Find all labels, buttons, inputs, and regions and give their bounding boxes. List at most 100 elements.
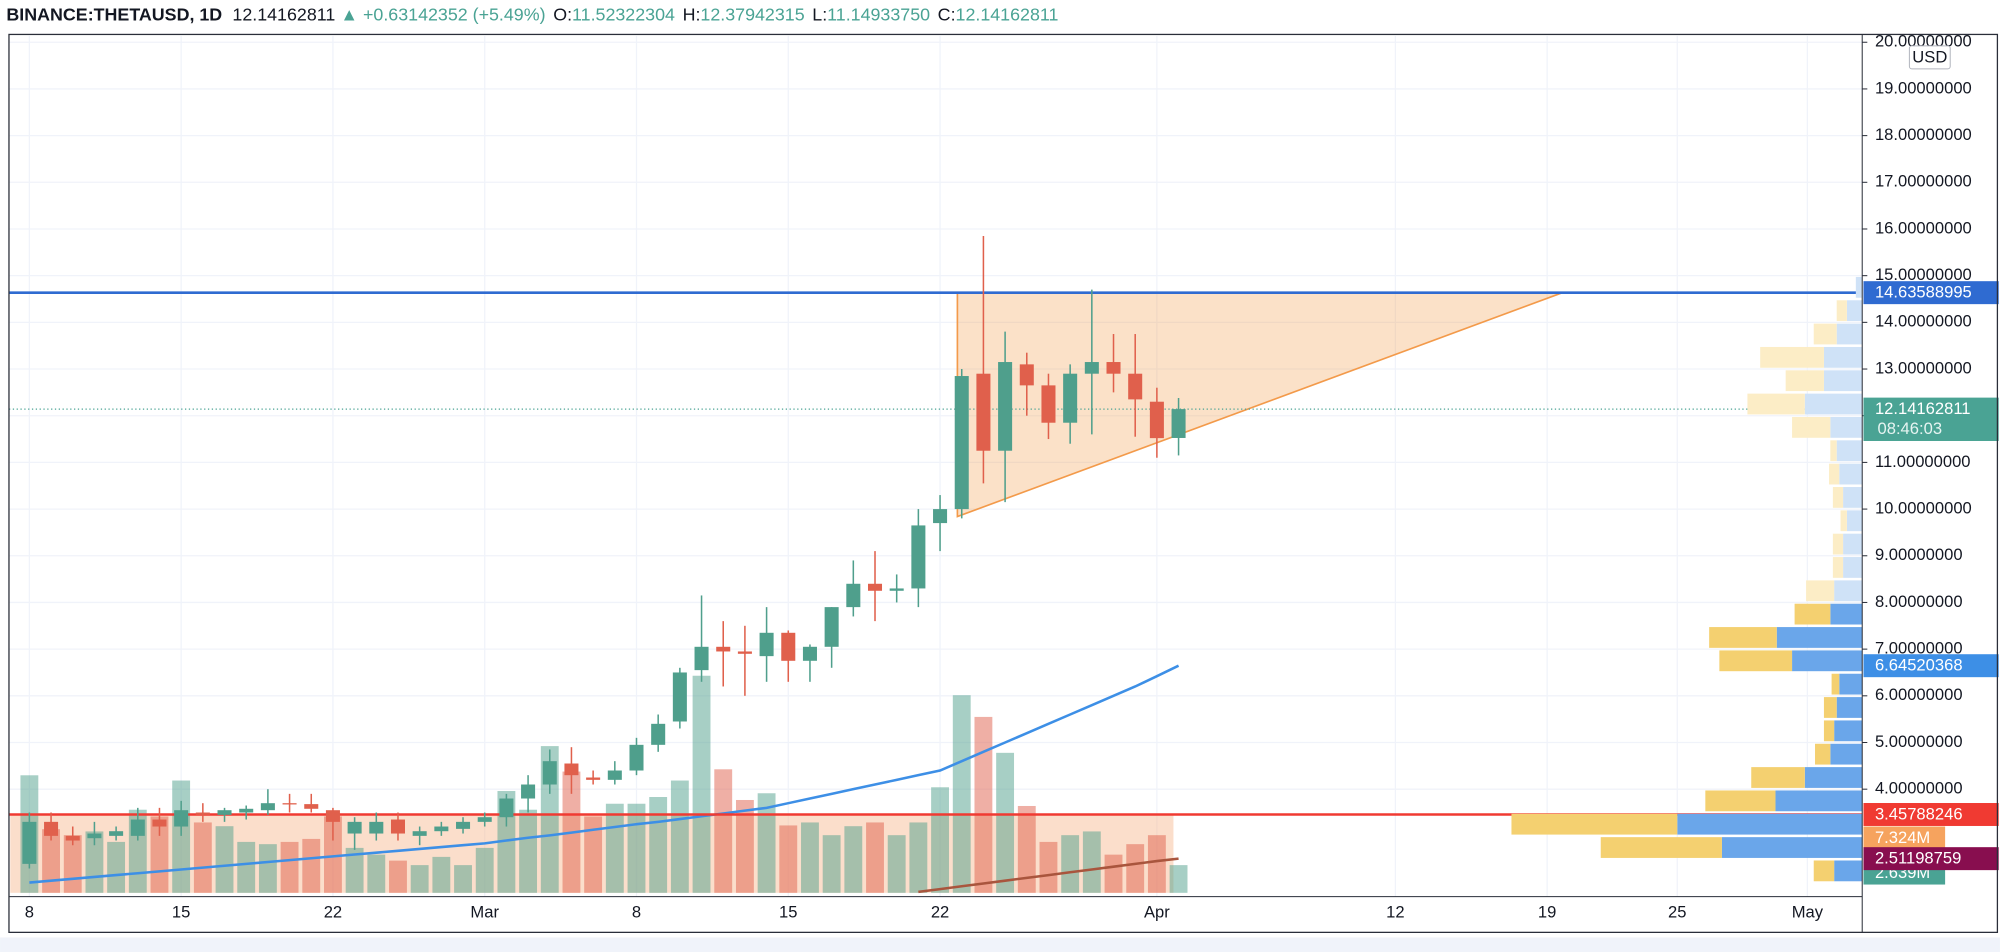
y-tick-label: 17.00000000 bbox=[1875, 172, 1972, 191]
y-tick-label: 5.00000000 bbox=[1875, 732, 1963, 751]
profile-sell bbox=[1792, 416, 1831, 438]
plot-layer bbox=[8, 235, 1863, 894]
ohlc-value: 12.14162811 bbox=[956, 4, 1059, 24]
candle-body bbox=[152, 819, 167, 827]
candle-body bbox=[694, 646, 709, 671]
profile-sell bbox=[1823, 720, 1835, 742]
price-line-label: 14.63588995 bbox=[1875, 283, 1972, 302]
profile-sell bbox=[1832, 487, 1844, 508]
volume-bar bbox=[1039, 841, 1058, 893]
y-tick-label: 16.00000000 bbox=[1875, 218, 1972, 237]
candle-body bbox=[1084, 362, 1099, 374]
y-tick-label: 11.00000000 bbox=[1875, 452, 1971, 471]
ma-label-box bbox=[1863, 654, 1999, 678]
profile-buy bbox=[1843, 557, 1863, 578]
candle-body bbox=[607, 770, 622, 780]
volume-bar bbox=[258, 844, 277, 893]
y-tick-label: 15.00000000 bbox=[1875, 265, 1972, 284]
candle-body bbox=[737, 651, 752, 654]
profile-sell bbox=[1760, 346, 1824, 368]
ohlc-key: O: bbox=[553, 4, 572, 24]
candle-body bbox=[1128, 373, 1143, 400]
profile-buy bbox=[1836, 323, 1863, 345]
candle-body bbox=[499, 798, 514, 818]
x-tick-label: 15 bbox=[779, 903, 797, 922]
candle-body bbox=[933, 509, 948, 524]
candle-body bbox=[781, 632, 796, 661]
volume-bar bbox=[866, 822, 884, 893]
currency[interactable]: USD bbox=[1912, 47, 1947, 66]
profile-buy bbox=[1846, 510, 1863, 532]
candle-body bbox=[1041, 385, 1056, 423]
y-tick-label: 6.00000000 bbox=[1875, 685, 1963, 704]
volume-bar bbox=[389, 860, 407, 893]
volume-bar bbox=[931, 787, 949, 893]
header: BINANCE:THETAUSD, 1D 12.14162811 ▲ +0.6314… bbox=[6, 4, 1058, 24]
candle-body bbox=[477, 817, 492, 822]
profile-sell bbox=[1832, 557, 1844, 578]
profile-buy bbox=[1834, 720, 1863, 742]
volume-bar bbox=[801, 822, 819, 893]
y-tick-label: 4.00000000 bbox=[1875, 779, 1963, 798]
profile-sell bbox=[1813, 860, 1835, 882]
candle-body bbox=[260, 803, 275, 811]
x-tick-label: Apr bbox=[1144, 903, 1170, 922]
volume-bar bbox=[649, 797, 668, 893]
volume-bar bbox=[605, 803, 624, 893]
candle-body bbox=[954, 376, 969, 510]
y-tick-label: 19.00000000 bbox=[1875, 78, 1972, 97]
ohlc-value: 11.14933750 bbox=[827, 4, 930, 24]
candle-body bbox=[282, 803, 297, 805]
profile-sell bbox=[1840, 510, 1847, 532]
profile-sell bbox=[1813, 323, 1837, 345]
volume-bar bbox=[302, 838, 321, 893]
profile-buy bbox=[1846, 300, 1863, 322]
volume-bar bbox=[172, 780, 191, 893]
y-tick-label: 14.00000000 bbox=[1875, 312, 1972, 331]
profile-buy bbox=[1775, 790, 1863, 812]
candle-body bbox=[456, 821, 471, 829]
ohlc-key: H: bbox=[683, 4, 701, 24]
candle-body bbox=[998, 362, 1013, 451]
x-tick-label: 12 bbox=[1386, 903, 1404, 922]
volume-bar bbox=[432, 856, 451, 893]
x-tick-label: 22 bbox=[931, 903, 949, 922]
ohlc-key: C: bbox=[938, 4, 956, 24]
candle-body bbox=[347, 821, 362, 834]
price-line-label-box bbox=[1863, 281, 1999, 305]
profile-buy bbox=[1830, 603, 1863, 625]
profile-buy bbox=[1836, 697, 1863, 718]
candle-body bbox=[1149, 401, 1164, 439]
axis-layer: 4.00000000 5.00000000 6.00000000 7.00000000… bbox=[25, 32, 1999, 922]
volume-bar bbox=[410, 865, 429, 893]
candle-body bbox=[846, 583, 861, 608]
x-tick-label: Mar bbox=[470, 903, 499, 922]
candle-body bbox=[65, 835, 80, 841]
candle-body bbox=[109, 831, 124, 836]
profile-buy bbox=[1776, 627, 1863, 648]
candle-body bbox=[1106, 362, 1121, 374]
profile-buy bbox=[1855, 276, 1863, 298]
currency-box[interactable] bbox=[1908, 45, 1951, 70]
volume-bar bbox=[150, 816, 169, 893]
profile-sell bbox=[1815, 743, 1831, 765]
profile-buy bbox=[1823, 346, 1863, 368]
profile-sell bbox=[1831, 673, 1840, 695]
profile-buy bbox=[1804, 767, 1863, 788]
volume-bar bbox=[1126, 844, 1145, 893]
y-tick-label: 10.00000000 bbox=[1875, 498, 1972, 517]
candle-body bbox=[412, 831, 427, 836]
volume-bar bbox=[670, 780, 689, 893]
candle-body bbox=[130, 819, 145, 836]
symbol: BINANCE:THETAUSD, 1D bbox=[6, 4, 222, 24]
candle-body bbox=[542, 761, 557, 785]
volume-bar bbox=[454, 865, 472, 893]
candle-body bbox=[195, 812, 210, 815]
candle-body bbox=[369, 821, 384, 834]
profile-sell bbox=[1709, 627, 1777, 648]
volume-bar bbox=[519, 809, 538, 893]
candle-body bbox=[889, 588, 904, 591]
current-price-label: 12.14162811 bbox=[1875, 399, 1971, 418]
ma-label-box bbox=[1863, 847, 1999, 871]
